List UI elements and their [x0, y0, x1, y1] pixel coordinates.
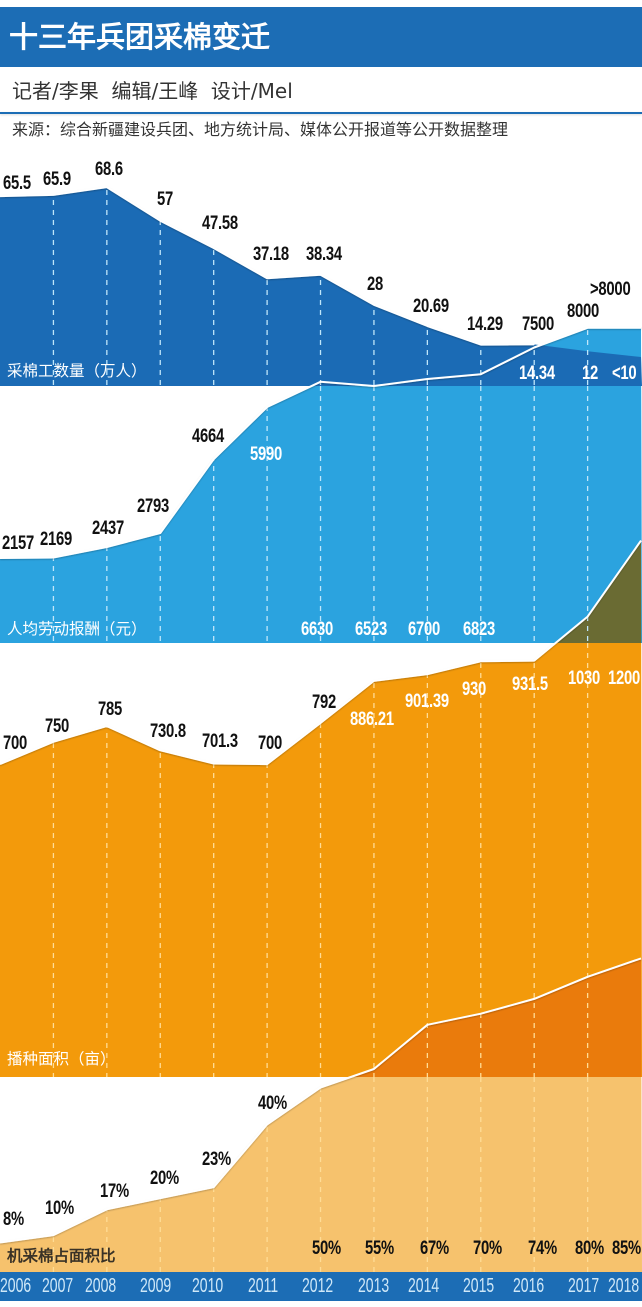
area-label-2016: 931.5	[512, 674, 548, 695]
year-label: 2011	[248, 1275, 279, 1297]
machine-label-2014: 67%	[420, 1238, 449, 1259]
machine-label-2006: 8%	[3, 1209, 24, 1230]
year-label: 2017	[568, 1275, 600, 1297]
machine-label-2015: 70%	[473, 1238, 502, 1259]
year-label: 2006	[0, 1275, 32, 1297]
salary-chart-title: 人均劳动报酬（元）	[7, 620, 147, 638]
area-label-2011: 700	[258, 733, 283, 754]
year-label: 2015	[463, 1275, 495, 1297]
machine-line	[0, 957, 642, 1244]
workers-label-2006: 65.5	[3, 173, 31, 194]
machine-label-2009: 20%	[150, 1168, 179, 1189]
workers-label-2013: 28	[367, 274, 384, 295]
machine-overflow-area	[350, 958, 642, 1077]
workers-area	[0, 187, 642, 386]
year-label: 2008	[85, 1275, 117, 1297]
salary-label-2018: >8000	[590, 279, 631, 300]
workers-label-2008: 68.6	[95, 159, 123, 180]
salary-label-2014: 6700	[408, 619, 441, 640]
area-label-2007: 750	[45, 716, 70, 737]
year-label: 2016	[513, 1275, 545, 1297]
area-label-2015: 930	[462, 679, 487, 700]
area-label-2009: 730.8	[150, 721, 186, 742]
workers-label-2011: 37.18	[253, 244, 289, 265]
area-area	[0, 643, 642, 1077]
salary-label-2012: 6630	[301, 619, 334, 640]
salary-label-2013: 6523	[355, 619, 388, 640]
machine-chart-title: 机采棉占面积比	[7, 1247, 116, 1265]
year-label: 2013	[358, 1275, 390, 1297]
machine-label-2007: 10%	[45, 1198, 74, 1219]
title-bar: 十三年兵团采棉变迁	[0, 7, 642, 67]
area-label-2017: 1030	[568, 668, 601, 689]
salary-label-2006: 2157	[2, 533, 35, 554]
area-overflow-area	[555, 540, 642, 643]
workers-label-2018: <10	[612, 363, 637, 384]
year-label: 2012	[302, 1275, 334, 1297]
area-label-2008: 785	[98, 699, 123, 720]
machine-area	[0, 1077, 642, 1272]
workers-label-2017: 12	[582, 363, 599, 384]
machine-label-2010: 23%	[202, 1149, 231, 1170]
area-label-2018: 1200	[608, 668, 641, 689]
workers-label-2015: 14.29	[467, 314, 503, 335]
workers-line	[0, 186, 535, 346]
area-label-2014: 901.39	[405, 691, 449, 712]
machine-label-2012: 50%	[312, 1238, 341, 1259]
salary-label-2008: 2437	[92, 518, 125, 539]
area-chart-title: 播种面积（亩）	[7, 1050, 116, 1068]
credits: 记者/李果 编辑/王峰 设计/Mel	[12, 79, 293, 103]
area-label-2012: 792	[312, 692, 337, 713]
workers-label-2009: 57	[157, 189, 174, 210]
area-label-2006: 700	[3, 733, 28, 754]
salary-label-2007: 2169	[40, 529, 73, 550]
year-label: 2014	[408, 1275, 440, 1297]
year-axis	[0, 1272, 642, 1301]
salary-label-2011: 5990	[250, 444, 283, 465]
source-note: 来源：综合新疆建设兵团、地方统计局、媒体公开报道等公开数据整理	[12, 120, 509, 139]
year-label: 2010	[192, 1275, 224, 1297]
year-label: 2018	[608, 1275, 640, 1297]
machine-label-2013: 55%	[365, 1238, 394, 1259]
area-line	[0, 540, 642, 766]
divider	[0, 112, 642, 114]
salary-panel	[0, 386, 642, 643]
workers-label-2012: 38.34	[306, 244, 342, 265]
workers-label-2014: 20.69	[413, 296, 449, 317]
year-label: 2009	[140, 1275, 172, 1297]
workers-label-2010: 47.58	[202, 213, 238, 234]
machine-label-2008: 17%	[100, 1181, 129, 1202]
salary-label-2010: 4664	[192, 426, 225, 447]
salary-label-2016: 7500	[522, 314, 555, 335]
machine-label-2017: 80%	[575, 1238, 604, 1259]
machine-label-2011: 40%	[258, 1093, 287, 1114]
salary-label-2017: 8000	[567, 301, 600, 322]
salary-label-2015: 6823	[463, 619, 496, 640]
area-label-2013: 886.21	[350, 709, 394, 730]
salary-line	[0, 326, 641, 559]
machine-label-2016: 74%	[528, 1238, 557, 1259]
year-label: 2007	[42, 1275, 74, 1297]
area-label-2010: 701.3	[202, 731, 238, 752]
workers-label-2016: 14.34	[519, 363, 555, 384]
workers-label-2007: 65.9	[43, 169, 71, 190]
page-title: 十三年兵团采棉变迁	[9, 20, 271, 54]
machine-label-2018: 85%	[612, 1238, 641, 1259]
workers-chart-title: 采棉工数量（万人）	[7, 362, 147, 380]
salary-label-2009: 2793	[137, 496, 170, 517]
